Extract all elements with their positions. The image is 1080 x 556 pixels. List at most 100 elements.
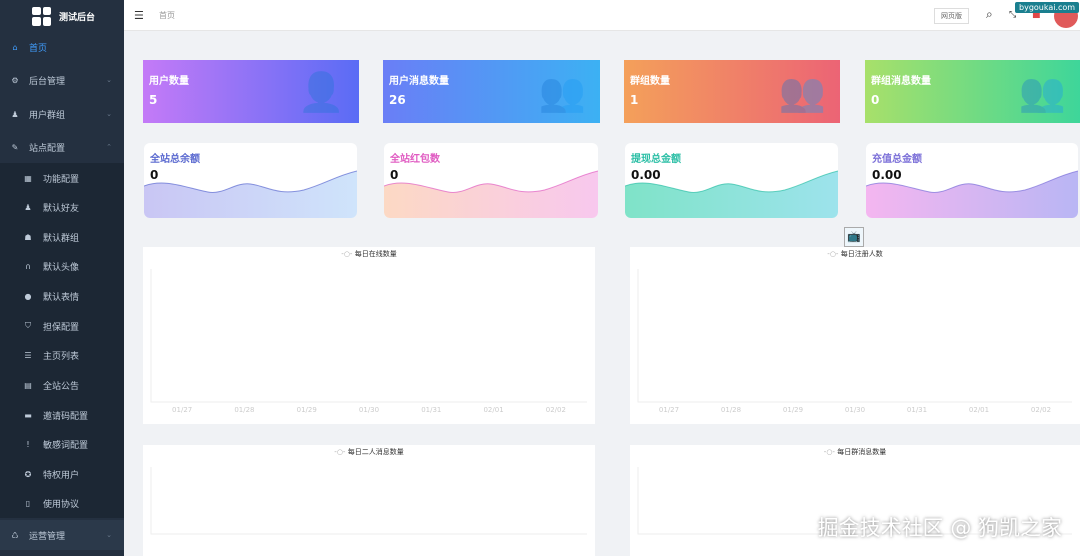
sidebar-item-label: 首页 [29, 43, 48, 54]
sidebar-item-label: 默认表情 [43, 292, 80, 303]
headset-icon: ∩ [25, 261, 31, 271]
legend-label: 每日注册人数 [840, 250, 883, 258]
stat-label: 群组数量 [630, 76, 670, 87]
group-chat-icon: 👥 [1018, 70, 1066, 114]
sidebar-item-alert[interactable]: ! 敏感词配置 [0, 429, 124, 459]
x-tick-label: 02/02 [1031, 406, 1051, 414]
alert-icon: ! [26, 439, 30, 449]
wave-graphic [625, 170, 838, 218]
badge-icon: ✪ [24, 469, 32, 479]
chart-legend[interactable]: -○- 每日在线数量 [143, 249, 595, 259]
sidebar-item-gear[interactable]: ⚙ 后台管理 ⌄ [0, 65, 124, 95]
user-icon: ♟ [11, 109, 19, 119]
grid-icon: ▦ [24, 173, 32, 183]
line-chart: -○- 每日二人消息数量 [143, 445, 595, 556]
sidebar: 测试后台 ⌂ 首页 ⚙ 后台管理 ⌄ ♟ 用户群组 ⌄ ✎ 站点配置 ⌃ ▦ 功能配置 ♟ 默认好友 ☗ 默认群… [0, 0, 124, 556]
stat-label: 用户消息数量 [389, 76, 449, 87]
logo[interactable]: 测试后台 [0, 0, 124, 32]
search-icon[interactable]: ⌕ [986, 7, 993, 21]
sidebar-item-user[interactable]: ♟ 用户群组 ⌄ [0, 99, 124, 129]
submenu [0, 163, 124, 518]
document-icon: ▤ [24, 380, 32, 390]
legend-marker-icon: -○- [823, 448, 835, 456]
amount-label: 全站总余额 [150, 154, 200, 165]
sidebar-item-label: 站点配置 [29, 143, 66, 154]
chart-legend[interactable]: -○- 每日注册人数 [630, 249, 1080, 259]
wrench-icon: ✎ [11, 142, 19, 152]
chart-plot [150, 467, 587, 535]
chart-legend[interactable]: -○- 每日群消息数量 [630, 447, 1080, 457]
chart-plot: 01/27 01/28 01/29 01/30 01/31 02/01 02/02 [150, 269, 587, 414]
group-icon: 👥 [778, 70, 826, 114]
sidebar-item-label: 全站公告 [43, 381, 80, 392]
list-icon: ☰ [24, 350, 32, 360]
sidebar-item-label: 担保配置 [43, 322, 80, 333]
x-tick-label: 01/30 [359, 406, 379, 414]
fullscreen-icon[interactable]: ⤡ [1009, 10, 1017, 20]
operations-icon: ♺ [11, 530, 19, 540]
amount-card: 全站红包数 0 [384, 143, 598, 218]
amount-card: 提现总金额 0.00 [625, 143, 838, 218]
sidebar-item-label: 邀请码配置 [43, 411, 89, 422]
sidebar-item-label: 默认头像 [43, 262, 80, 273]
menu-toggle-icon[interactable]: ☰ [134, 9, 144, 22]
sidebar-item-label: 用户群组 [29, 110, 66, 121]
stat-card: 用户数量 5 👤 [143, 60, 359, 123]
sidebar-item-label: 功能配置 [43, 174, 80, 185]
tv-icon[interactable]: 📺 [844, 227, 864, 247]
x-tick-label: 01/27 [659, 406, 679, 414]
sidebar-item-label: 使用协议 [43, 499, 80, 510]
chart-plot: 01/27 01/28 01/29 01/30 01/31 02/01 02/02 [637, 269, 1072, 414]
sidebar-item-label: 敏感词配置 [43, 440, 89, 451]
sidebar-item-file[interactable]: ▯ 使用协议 [0, 488, 124, 518]
sidebar-item-operations[interactable]: ♺ 运营管理 ⌄ [0, 520, 124, 550]
sidebar-item-user-add[interactable]: ♟ 默认好友 [0, 192, 124, 222]
sidebar-item-headset[interactable]: ∩ 默认头像 [0, 251, 124, 281]
sidebar-item-home[interactable]: ⌂ 首页 [0, 32, 124, 62]
chart-axis [150, 269, 587, 403]
gear-icon: ⚙ [11, 75, 19, 85]
sidebar-item-smile[interactable]: ● 默认表情 [0, 281, 124, 311]
legend-label: 每日群消息数量 [837, 448, 887, 456]
sidebar-item-wrench[interactable]: ✎ 站点配置 ⌃ [0, 132, 124, 162]
sidebar-item-group[interactable]: ☗ 默认群组 [0, 222, 124, 252]
x-tick-label: 01/29 [297, 406, 317, 414]
header: ☰ 首页 网页版 ⌕ ⤡ ■ [124, 0, 1080, 31]
wave-graphic [866, 170, 1078, 218]
user-icon: 👤 [297, 70, 345, 114]
x-tick-label: 01/28 [721, 406, 741, 414]
sidebar-item-list[interactable]: ☰ 主页列表 [0, 340, 124, 370]
web-version-button[interactable]: 网页版 [934, 8, 969, 24]
sidebar-item-grid[interactable]: ▦ 功能配置 [0, 163, 124, 193]
amount-value: 0.00 [631, 168, 661, 182]
legend-marker-icon: -○- [334, 448, 346, 456]
chart-plot [637, 467, 1072, 535]
notification-icon[interactable]: ■ [1032, 10, 1041, 20]
stat-card: 群组数量 1 👥 [624, 60, 840, 123]
stat-card: 用户消息数量 26 👥 [383, 60, 600, 123]
stat-value: 5 [149, 93, 158, 107]
chart-axis [637, 269, 1072, 403]
user-chat-icon: 👥 [538, 70, 586, 114]
amount-card: 全站总余额 0 [144, 143, 357, 218]
chevron-icon: ⌄ [106, 531, 112, 539]
x-tick-label: 01/27 [172, 406, 192, 414]
amount-value: 0 [150, 168, 159, 182]
legend-label: 每日二人消息数量 [347, 448, 404, 456]
sidebar-item-shield[interactable]: ⛉ 担保配置 [0, 311, 124, 341]
watermark-bottom: 掘金技术社区 @ 狗凯之家 [817, 516, 1062, 540]
x-tick-label: 01/30 [845, 406, 865, 414]
sidebar-item-badge[interactable]: ✪ 特权用户 [0, 459, 124, 489]
chart-legend[interactable]: -○- 每日二人消息数量 [143, 447, 595, 457]
sidebar-item-code[interactable]: ▬ 邀请码配置 [0, 400, 124, 430]
sidebar-item-label: 主页列表 [43, 351, 80, 362]
breadcrumb[interactable]: 首页 [159, 11, 175, 20]
line-chart: 01/27 01/28 01/29 01/30 01/31 02/01 02/02 -○- 每… [630, 247, 1080, 424]
home-icon: ⌂ [12, 42, 18, 52]
chevron-icon: ⌃ [106, 143, 112, 151]
sidebar-item-document[interactable]: ▤ 全站公告 [0, 370, 124, 400]
sidebar-item-label: 运营管理 [29, 531, 66, 542]
amount-label: 充值总金额 [872, 154, 922, 165]
wave-graphic [144, 170, 357, 218]
user-add-icon: ♟ [24, 202, 32, 212]
